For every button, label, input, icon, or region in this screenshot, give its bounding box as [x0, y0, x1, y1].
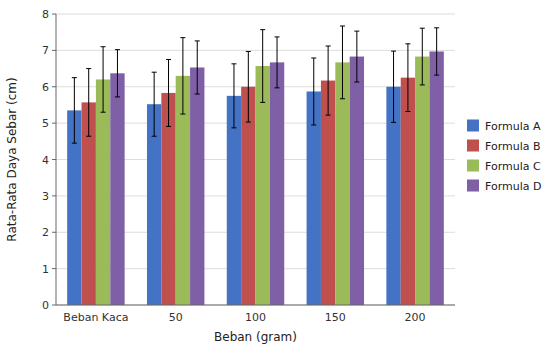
tick-label: 2: [42, 226, 49, 239]
legend-swatch: [467, 180, 479, 192]
tick-label: 200: [405, 311, 426, 324]
bar: [110, 73, 124, 305]
error-bar: [434, 28, 439, 75]
y-axis-label: Rata-Rata Daya Sebar (cm): [5, 77, 19, 241]
tick-mark: [52, 268, 56, 269]
error-bar: [166, 59, 171, 126]
legend-label: Formula C: [485, 160, 541, 173]
tick-mark: [52, 50, 56, 51]
tick-mark: [52, 305, 56, 306]
tick-label: 150: [325, 311, 346, 324]
error-bar: [180, 38, 185, 114]
error-bar: [326, 46, 331, 115]
error-bar: [391, 51, 396, 122]
error-bar: [231, 64, 236, 128]
error-bar: [246, 51, 251, 122]
y-axis: [56, 14, 57, 305]
plot-area: [67, 26, 444, 305]
legend-label: Formula D: [485, 180, 541, 193]
grid-line: [56, 14, 455, 15]
tick-mark: [52, 159, 56, 160]
bar: [429, 51, 443, 305]
tick-label: 4: [42, 154, 49, 167]
tick-label: 1: [42, 263, 49, 276]
error-bar: [86, 69, 91, 137]
error-bar: [195, 41, 200, 94]
tick-label: 0: [42, 299, 49, 312]
error-bar: [72, 78, 77, 143]
tick-label: 3: [42, 190, 49, 203]
tick-label: 100: [245, 311, 266, 324]
chart: 0 1 2 3 4 5 6 7 8 Beban Kaca 50 100 150 200 Beban (gra…: [0, 0, 552, 351]
error-bar: [275, 37, 280, 88]
error-bar: [340, 26, 345, 99]
tick-mark: [52, 14, 56, 15]
legend-label: Formula A: [485, 120, 541, 133]
tick-mark: [52, 232, 56, 233]
tick-label: Beban Kaca: [63, 311, 128, 324]
tick-label: 7: [42, 44, 49, 57]
legend-swatch: [467, 120, 479, 132]
bar: [190, 67, 204, 305]
error-bar: [152, 72, 157, 136]
tick-mark: [52, 123, 56, 124]
bar: [96, 79, 110, 305]
tick-label: 50: [169, 311, 183, 324]
tick-label: 6: [42, 81, 49, 94]
error-bar: [260, 30, 265, 103]
tick-label: 5: [42, 117, 49, 130]
legend-swatch: [467, 160, 479, 172]
tick-mark: [52, 86, 56, 87]
x-axis: [56, 305, 455, 306]
bar: [415, 57, 429, 305]
legend-swatch: [467, 140, 479, 152]
error-bar: [311, 58, 316, 125]
grid-line: [56, 305, 455, 306]
tick-label: 8: [42, 8, 49, 21]
error-bar: [420, 28, 425, 85]
error-bar: [354, 31, 359, 82]
error-bar: [101, 47, 106, 112]
tick-mark: [52, 195, 56, 196]
legend-label: Formula B: [485, 140, 541, 153]
error-bar: [115, 50, 120, 97]
bar: [350, 57, 364, 305]
error-bar: [405, 44, 410, 112]
bar: [270, 62, 284, 305]
x-axis-label: Beban (gram): [214, 330, 297, 344]
